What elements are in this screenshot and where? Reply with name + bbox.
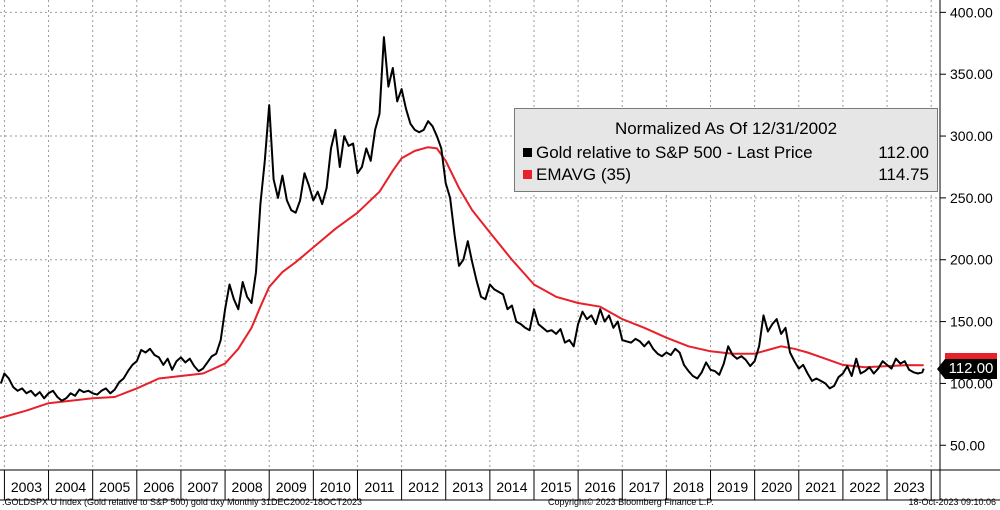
x-tick-label: 2018 <box>673 479 704 495</box>
x-tick-label: 2012 <box>408 479 439 495</box>
x-tick-label: 2010 <box>320 479 351 495</box>
legend-title: Normalized As Of 12/31/2002 <box>614 119 838 138</box>
x-tick-label: 2004 <box>55 479 86 495</box>
x-tick-label: 2005 <box>99 479 130 495</box>
x-tick-label: 2011 <box>364 479 394 495</box>
x-tick-label: 2003 <box>11 479 42 495</box>
y-tick-label: 200.00 <box>950 252 993 268</box>
x-tick-label: 2020 <box>761 479 792 495</box>
series-line-gold <box>0 36 925 402</box>
legend-entry-ema-value: 114.75 <box>878 165 929 184</box>
x-tick-label: 2016 <box>585 479 616 495</box>
x-tick-label: 2014 <box>496 479 527 495</box>
y-tick-label: 350.00 <box>950 66 993 82</box>
x-tick-label: 2022 <box>849 479 880 495</box>
x-tick-label: 2017 <box>629 479 660 495</box>
y-tick-label: 400.00 <box>950 4 993 20</box>
x-tick-label: 2013 <box>452 479 483 495</box>
x-tick-label: 2007 <box>187 479 218 495</box>
footer-copyright: Copyright© 2023 Bloomberg Finance L.P. <box>548 497 714 507</box>
y-tick-label: 100.00 <box>950 375 993 391</box>
legend-swatch-black <box>523 148 532 157</box>
legend-entry-ema: EMAVG (35) 114.75 <box>523 165 929 185</box>
legend-entry-gold: Gold relative to S&P 500 - Last Price 11… <box>523 143 929 163</box>
legend-entry-gold-value: 112.00 <box>878 143 929 162</box>
x-tick-label: 2023 <box>894 479 925 495</box>
y-tick-label: 300.00 <box>950 128 993 144</box>
y-tick-label: 250.00 <box>950 190 993 206</box>
x-tick-label: 2019 <box>717 479 748 495</box>
x-tick-label: 2021 <box>805 479 836 495</box>
y-tick-label: 150.00 <box>950 314 993 330</box>
x-tick-label: 2009 <box>276 479 307 495</box>
footer-security: .GOLDSPX U Index (Gold relative to S&P 5… <box>2 497 363 507</box>
last-price-tag: 112.00 <box>937 359 997 379</box>
legend-swatch-red <box>523 170 532 179</box>
x-tick-label: 2006 <box>143 479 174 495</box>
y-tick-label: 50.00 <box>950 437 985 453</box>
legend: Normalized As Of 12/31/2002 Gold relativ… <box>514 108 938 192</box>
legend-entry-gold-label: Gold relative to S&P 500 - Last Price <box>536 143 813 162</box>
x-tick-label: 2015 <box>540 479 571 495</box>
legend-entry-ema-label: EMAVG (35) <box>536 165 632 184</box>
footer-timestamp: 18-Oct-2023 09:10:06 <box>908 497 996 507</box>
grid <box>0 0 940 470</box>
series-layer <box>0 36 925 420</box>
x-tick-label: 2008 <box>232 479 263 495</box>
